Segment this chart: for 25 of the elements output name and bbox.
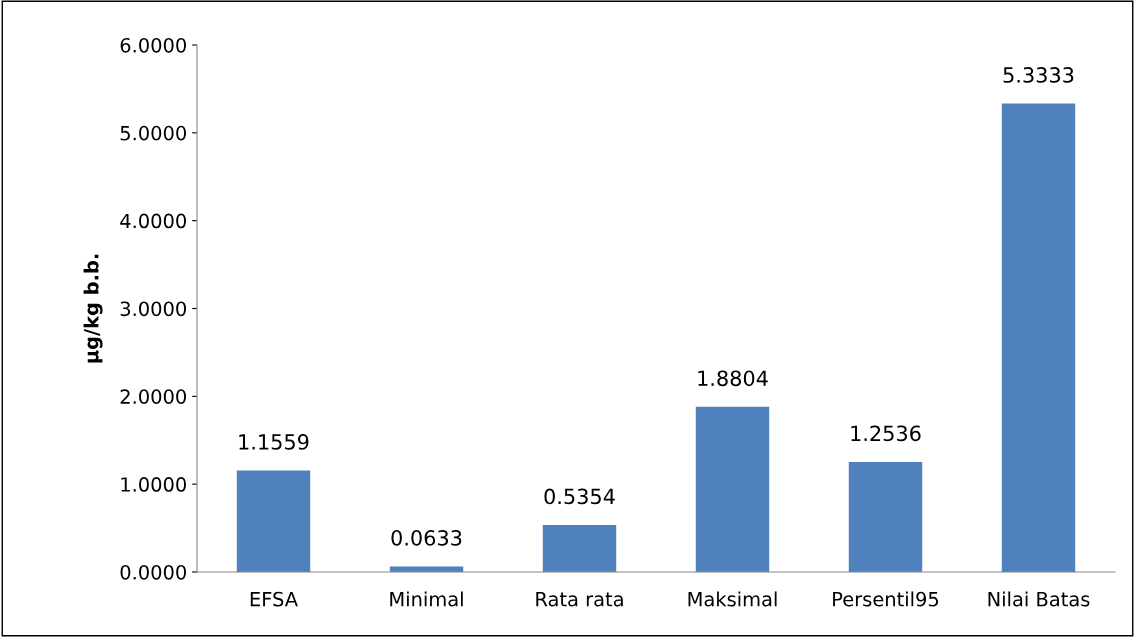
x-tick-label: Maksimal xyxy=(688,591,777,607)
data-label: 1.8804 xyxy=(698,370,768,387)
x-tick-label: Persentil95 xyxy=(833,591,939,607)
y-tick-label: 3.0000 xyxy=(120,301,186,317)
data-label: 1.2536 xyxy=(851,425,921,442)
y-axis-title: µg/kg b.b. xyxy=(83,254,103,363)
x-tick-label: Minimal xyxy=(390,591,463,607)
y-tick-label: 2.0000 xyxy=(120,389,186,404)
bar xyxy=(236,470,311,572)
bar xyxy=(848,461,923,572)
bar xyxy=(1001,103,1076,572)
y-tick-label: 6.0000 xyxy=(120,37,186,53)
data-label: 0.0633 xyxy=(391,529,462,546)
y-tick-label: 1.0000 xyxy=(121,477,186,492)
y-tick-label: 4.0000 xyxy=(120,213,186,229)
x-tick-label: EFSA xyxy=(250,591,298,607)
y-tick-label: 0.0000 xyxy=(120,564,186,580)
x-tick-label: Nilai Batas xyxy=(988,591,1090,607)
data-label: 0.5354 xyxy=(544,488,615,505)
data-label: 5.3333 xyxy=(1003,67,1074,83)
y-tick-label: 5.0000 xyxy=(120,125,186,141)
data-label: 1.1559 xyxy=(239,434,309,450)
bar xyxy=(695,406,770,572)
bar xyxy=(542,524,617,572)
x-tick-label: Rata rata xyxy=(536,592,623,607)
